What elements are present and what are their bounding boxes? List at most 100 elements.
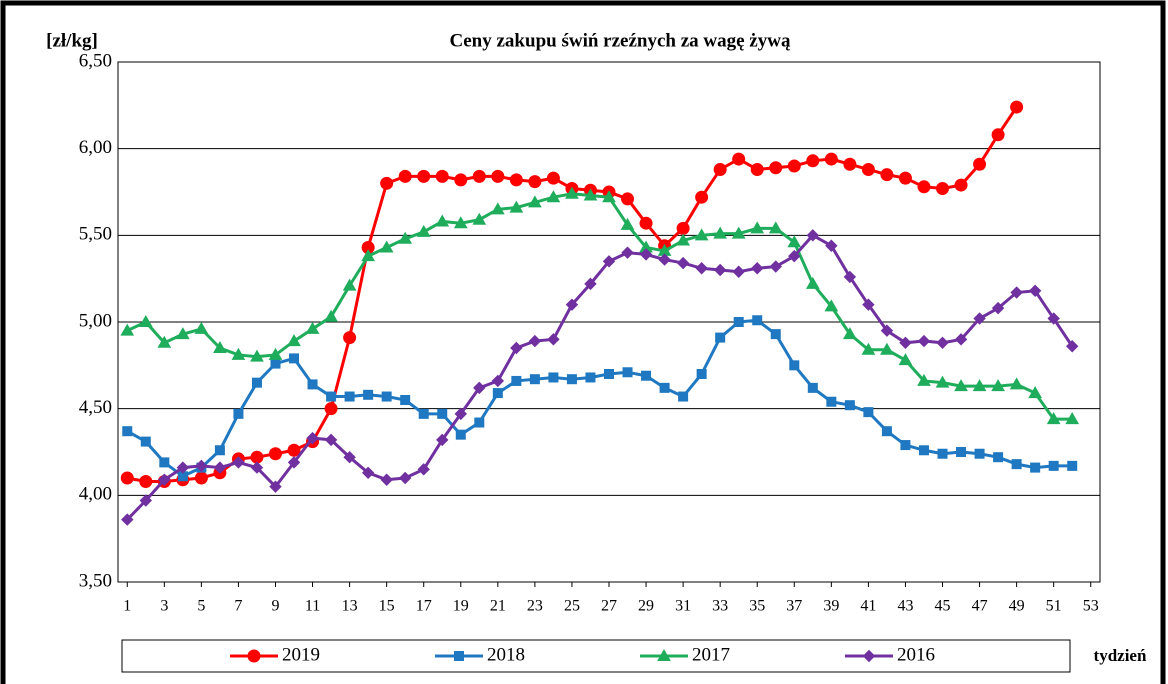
data-point: [936, 336, 949, 350]
data-point: [1028, 386, 1043, 399]
data-point: [120, 323, 135, 336]
data-point: [250, 461, 264, 474]
data-point: [159, 457, 170, 468]
data-point: [695, 262, 708, 275]
data-point: [602, 190, 616, 203]
x-tick-label: 39: [823, 598, 839, 615]
data-point: [140, 436, 151, 447]
legend-label: 2017: [692, 644, 730, 665]
data-point: [788, 249, 801, 263]
data-point: [621, 192, 635, 206]
data-point: [732, 265, 745, 278]
y-tick-label: 5,50: [79, 224, 112, 245]
data-point: [363, 389, 374, 400]
data-point: [696, 369, 707, 379]
data-point: [510, 341, 523, 355]
data-point: [529, 374, 540, 385]
data-point: [1009, 377, 1024, 390]
data-point: [138, 314, 153, 327]
data-point: [1028, 284, 1042, 298]
data-point: [1010, 286, 1023, 299]
x-tick-label: 53: [1083, 598, 1099, 615]
data-point: [769, 161, 783, 175]
x-tick-label: 35: [749, 598, 765, 615]
data-point: [862, 298, 875, 311]
data-point: [305, 321, 320, 334]
data-point: [231, 347, 246, 360]
data-point: [268, 447, 282, 461]
data-point: [1047, 312, 1060, 325]
data-point: [344, 391, 355, 402]
data-point: [380, 473, 393, 486]
x-tick-label: 51: [1046, 598, 1062, 615]
data-point: [954, 178, 968, 192]
data-point: [436, 433, 449, 447]
data-point: [454, 407, 467, 421]
x-tick-label: 31: [675, 598, 691, 615]
data-point: [805, 276, 820, 289]
data-point: [287, 456, 301, 469]
x-tick-label: 9: [271, 598, 279, 615]
data-point: [176, 461, 190, 474]
data-point: [269, 480, 282, 493]
data-point: [491, 374, 505, 388]
data-point: [676, 221, 690, 235]
data-point: [843, 157, 857, 171]
data-point: [490, 202, 505, 215]
data-point: [639, 216, 653, 230]
data-point: [769, 260, 782, 273]
data-point: [918, 445, 929, 456]
data-point: [474, 417, 485, 428]
data-point: [1011, 459, 1022, 470]
x-tick-label: 21: [490, 598, 506, 615]
data-point: [695, 190, 709, 204]
x-tick-label: 1: [123, 598, 131, 615]
data-point: [991, 128, 1005, 142]
data-point: [861, 162, 875, 176]
data-point: [936, 182, 950, 196]
data-point: [732, 152, 746, 166]
x-tick-label: 23: [527, 598, 543, 615]
data-point: [750, 221, 765, 234]
series-line: [126, 192, 1073, 421]
data-point: [289, 353, 300, 364]
data-point: [139, 474, 153, 488]
data-point: [678, 391, 689, 402]
data-point: [324, 433, 338, 447]
data-point: [472, 169, 486, 183]
data-point: [639, 248, 653, 261]
data-point: [435, 169, 449, 183]
data-point: [398, 231, 413, 244]
data-point: [604, 369, 614, 379]
data-point: [917, 180, 931, 194]
data-point: [546, 190, 561, 203]
data-point: [620, 217, 635, 230]
x-tick-label: 47: [972, 598, 988, 615]
x-tick-label: 41: [860, 598, 876, 615]
data-point: [880, 342, 894, 355]
data-point: [139, 494, 152, 507]
data-point: [454, 173, 468, 187]
legend-label: 2019: [282, 644, 320, 665]
data-point: [417, 463, 430, 476]
data-point: [880, 168, 894, 182]
data-point: [621, 246, 634, 259]
legend-marker: [657, 648, 671, 661]
legend-label: 2016: [897, 644, 935, 665]
data-point: [974, 448, 985, 459]
data-point: [435, 214, 450, 227]
x-tick-label: 3: [160, 598, 168, 615]
data-point: [898, 171, 912, 185]
x-tick-label: 7: [234, 598, 242, 615]
data-point: [991, 301, 1005, 315]
data-point: [843, 327, 857, 340]
data-point: [676, 233, 690, 246]
data-point: [806, 229, 820, 242]
y-tick-label: 5,00: [79, 310, 112, 331]
data-point: [175, 327, 190, 340]
data-point: [343, 450, 356, 464]
data-point: [416, 224, 431, 237]
data-point: [713, 226, 728, 239]
y-axis-label: [zł/kg]: [46, 30, 98, 51]
